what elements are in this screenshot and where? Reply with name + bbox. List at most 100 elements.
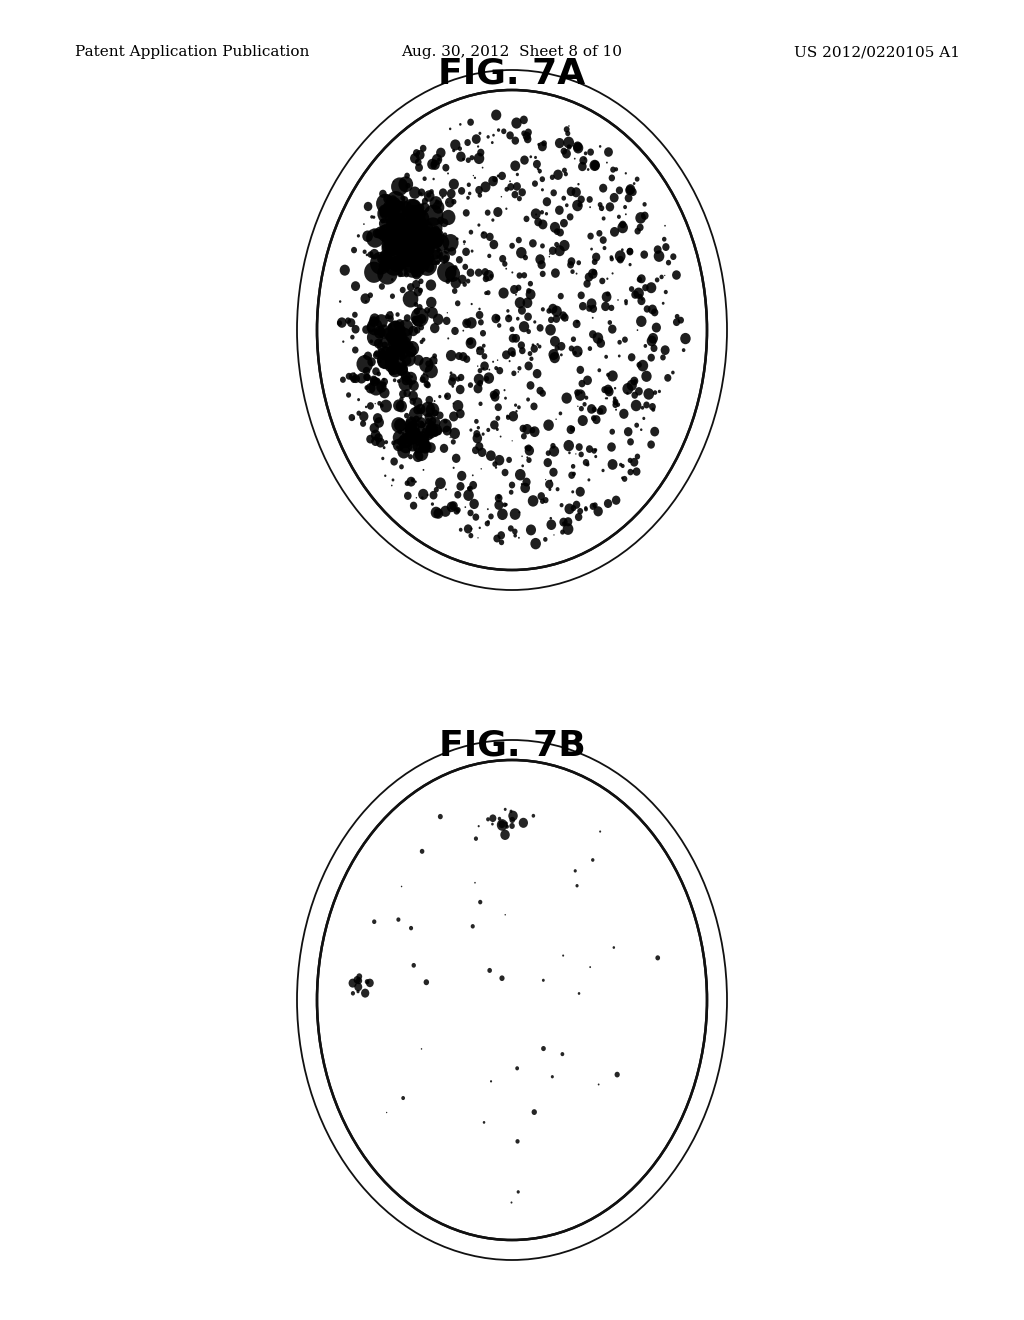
Ellipse shape (519, 347, 525, 354)
Ellipse shape (435, 199, 439, 205)
Ellipse shape (456, 152, 466, 162)
Ellipse shape (441, 197, 443, 199)
Ellipse shape (664, 290, 668, 294)
Ellipse shape (512, 136, 519, 145)
Ellipse shape (655, 956, 660, 961)
Ellipse shape (622, 477, 624, 479)
Ellipse shape (421, 1048, 422, 1049)
Ellipse shape (505, 207, 508, 210)
Ellipse shape (495, 315, 501, 321)
Ellipse shape (389, 256, 404, 272)
Ellipse shape (522, 424, 531, 434)
Ellipse shape (442, 425, 452, 436)
Ellipse shape (431, 249, 440, 260)
Ellipse shape (579, 407, 584, 412)
Ellipse shape (404, 247, 413, 255)
Ellipse shape (487, 253, 492, 259)
Ellipse shape (584, 280, 591, 288)
Ellipse shape (562, 168, 567, 173)
Ellipse shape (578, 508, 583, 515)
Ellipse shape (480, 469, 482, 470)
Ellipse shape (381, 378, 388, 385)
Ellipse shape (612, 396, 616, 400)
Ellipse shape (400, 338, 407, 343)
Ellipse shape (399, 341, 408, 348)
Ellipse shape (511, 272, 513, 273)
Ellipse shape (550, 352, 560, 363)
Ellipse shape (397, 333, 403, 339)
Ellipse shape (472, 474, 474, 477)
Ellipse shape (629, 286, 634, 292)
Ellipse shape (415, 158, 422, 166)
Ellipse shape (627, 380, 637, 391)
Ellipse shape (465, 139, 471, 147)
Ellipse shape (547, 308, 552, 314)
Ellipse shape (420, 339, 424, 345)
Ellipse shape (317, 90, 707, 570)
Ellipse shape (408, 206, 416, 215)
Ellipse shape (415, 437, 420, 442)
Ellipse shape (373, 413, 382, 424)
Ellipse shape (584, 152, 588, 156)
Ellipse shape (467, 119, 474, 125)
Ellipse shape (465, 507, 466, 508)
Ellipse shape (431, 235, 443, 248)
Ellipse shape (473, 174, 474, 177)
Ellipse shape (515, 297, 525, 309)
Ellipse shape (476, 310, 483, 319)
Ellipse shape (545, 325, 556, 335)
Ellipse shape (417, 304, 423, 310)
Ellipse shape (423, 372, 425, 375)
Ellipse shape (604, 355, 608, 359)
Ellipse shape (477, 426, 480, 429)
Ellipse shape (531, 1109, 537, 1115)
Ellipse shape (421, 422, 424, 425)
Ellipse shape (414, 286, 422, 297)
Ellipse shape (459, 352, 467, 362)
Ellipse shape (474, 882, 476, 883)
Ellipse shape (389, 248, 409, 271)
Ellipse shape (662, 236, 667, 242)
Ellipse shape (413, 220, 418, 226)
Ellipse shape (414, 302, 418, 308)
Ellipse shape (446, 189, 456, 198)
Ellipse shape (555, 246, 565, 256)
Ellipse shape (477, 537, 478, 539)
Ellipse shape (364, 223, 365, 224)
Ellipse shape (586, 445, 593, 453)
Ellipse shape (401, 206, 404, 210)
Ellipse shape (572, 141, 583, 152)
Ellipse shape (402, 355, 412, 366)
Ellipse shape (524, 446, 528, 450)
Ellipse shape (455, 491, 462, 499)
Ellipse shape (550, 479, 552, 482)
Ellipse shape (607, 319, 612, 325)
Ellipse shape (374, 350, 380, 356)
Ellipse shape (356, 990, 359, 994)
Ellipse shape (509, 360, 511, 362)
Ellipse shape (518, 537, 520, 539)
Ellipse shape (408, 207, 425, 226)
Ellipse shape (598, 202, 602, 207)
Ellipse shape (591, 416, 597, 421)
Ellipse shape (394, 247, 399, 252)
Ellipse shape (399, 433, 413, 447)
Ellipse shape (637, 297, 645, 305)
Ellipse shape (395, 313, 399, 317)
Ellipse shape (417, 257, 422, 263)
Ellipse shape (384, 440, 388, 445)
Ellipse shape (469, 429, 472, 432)
Ellipse shape (462, 248, 470, 256)
Ellipse shape (397, 260, 401, 264)
Ellipse shape (520, 483, 530, 494)
Ellipse shape (515, 294, 517, 296)
Ellipse shape (456, 352, 463, 360)
Ellipse shape (562, 149, 571, 158)
Ellipse shape (637, 362, 642, 368)
Ellipse shape (401, 351, 416, 367)
Ellipse shape (398, 325, 404, 331)
Ellipse shape (532, 370, 542, 379)
Ellipse shape (400, 222, 404, 226)
Ellipse shape (430, 403, 432, 404)
Ellipse shape (373, 228, 381, 238)
